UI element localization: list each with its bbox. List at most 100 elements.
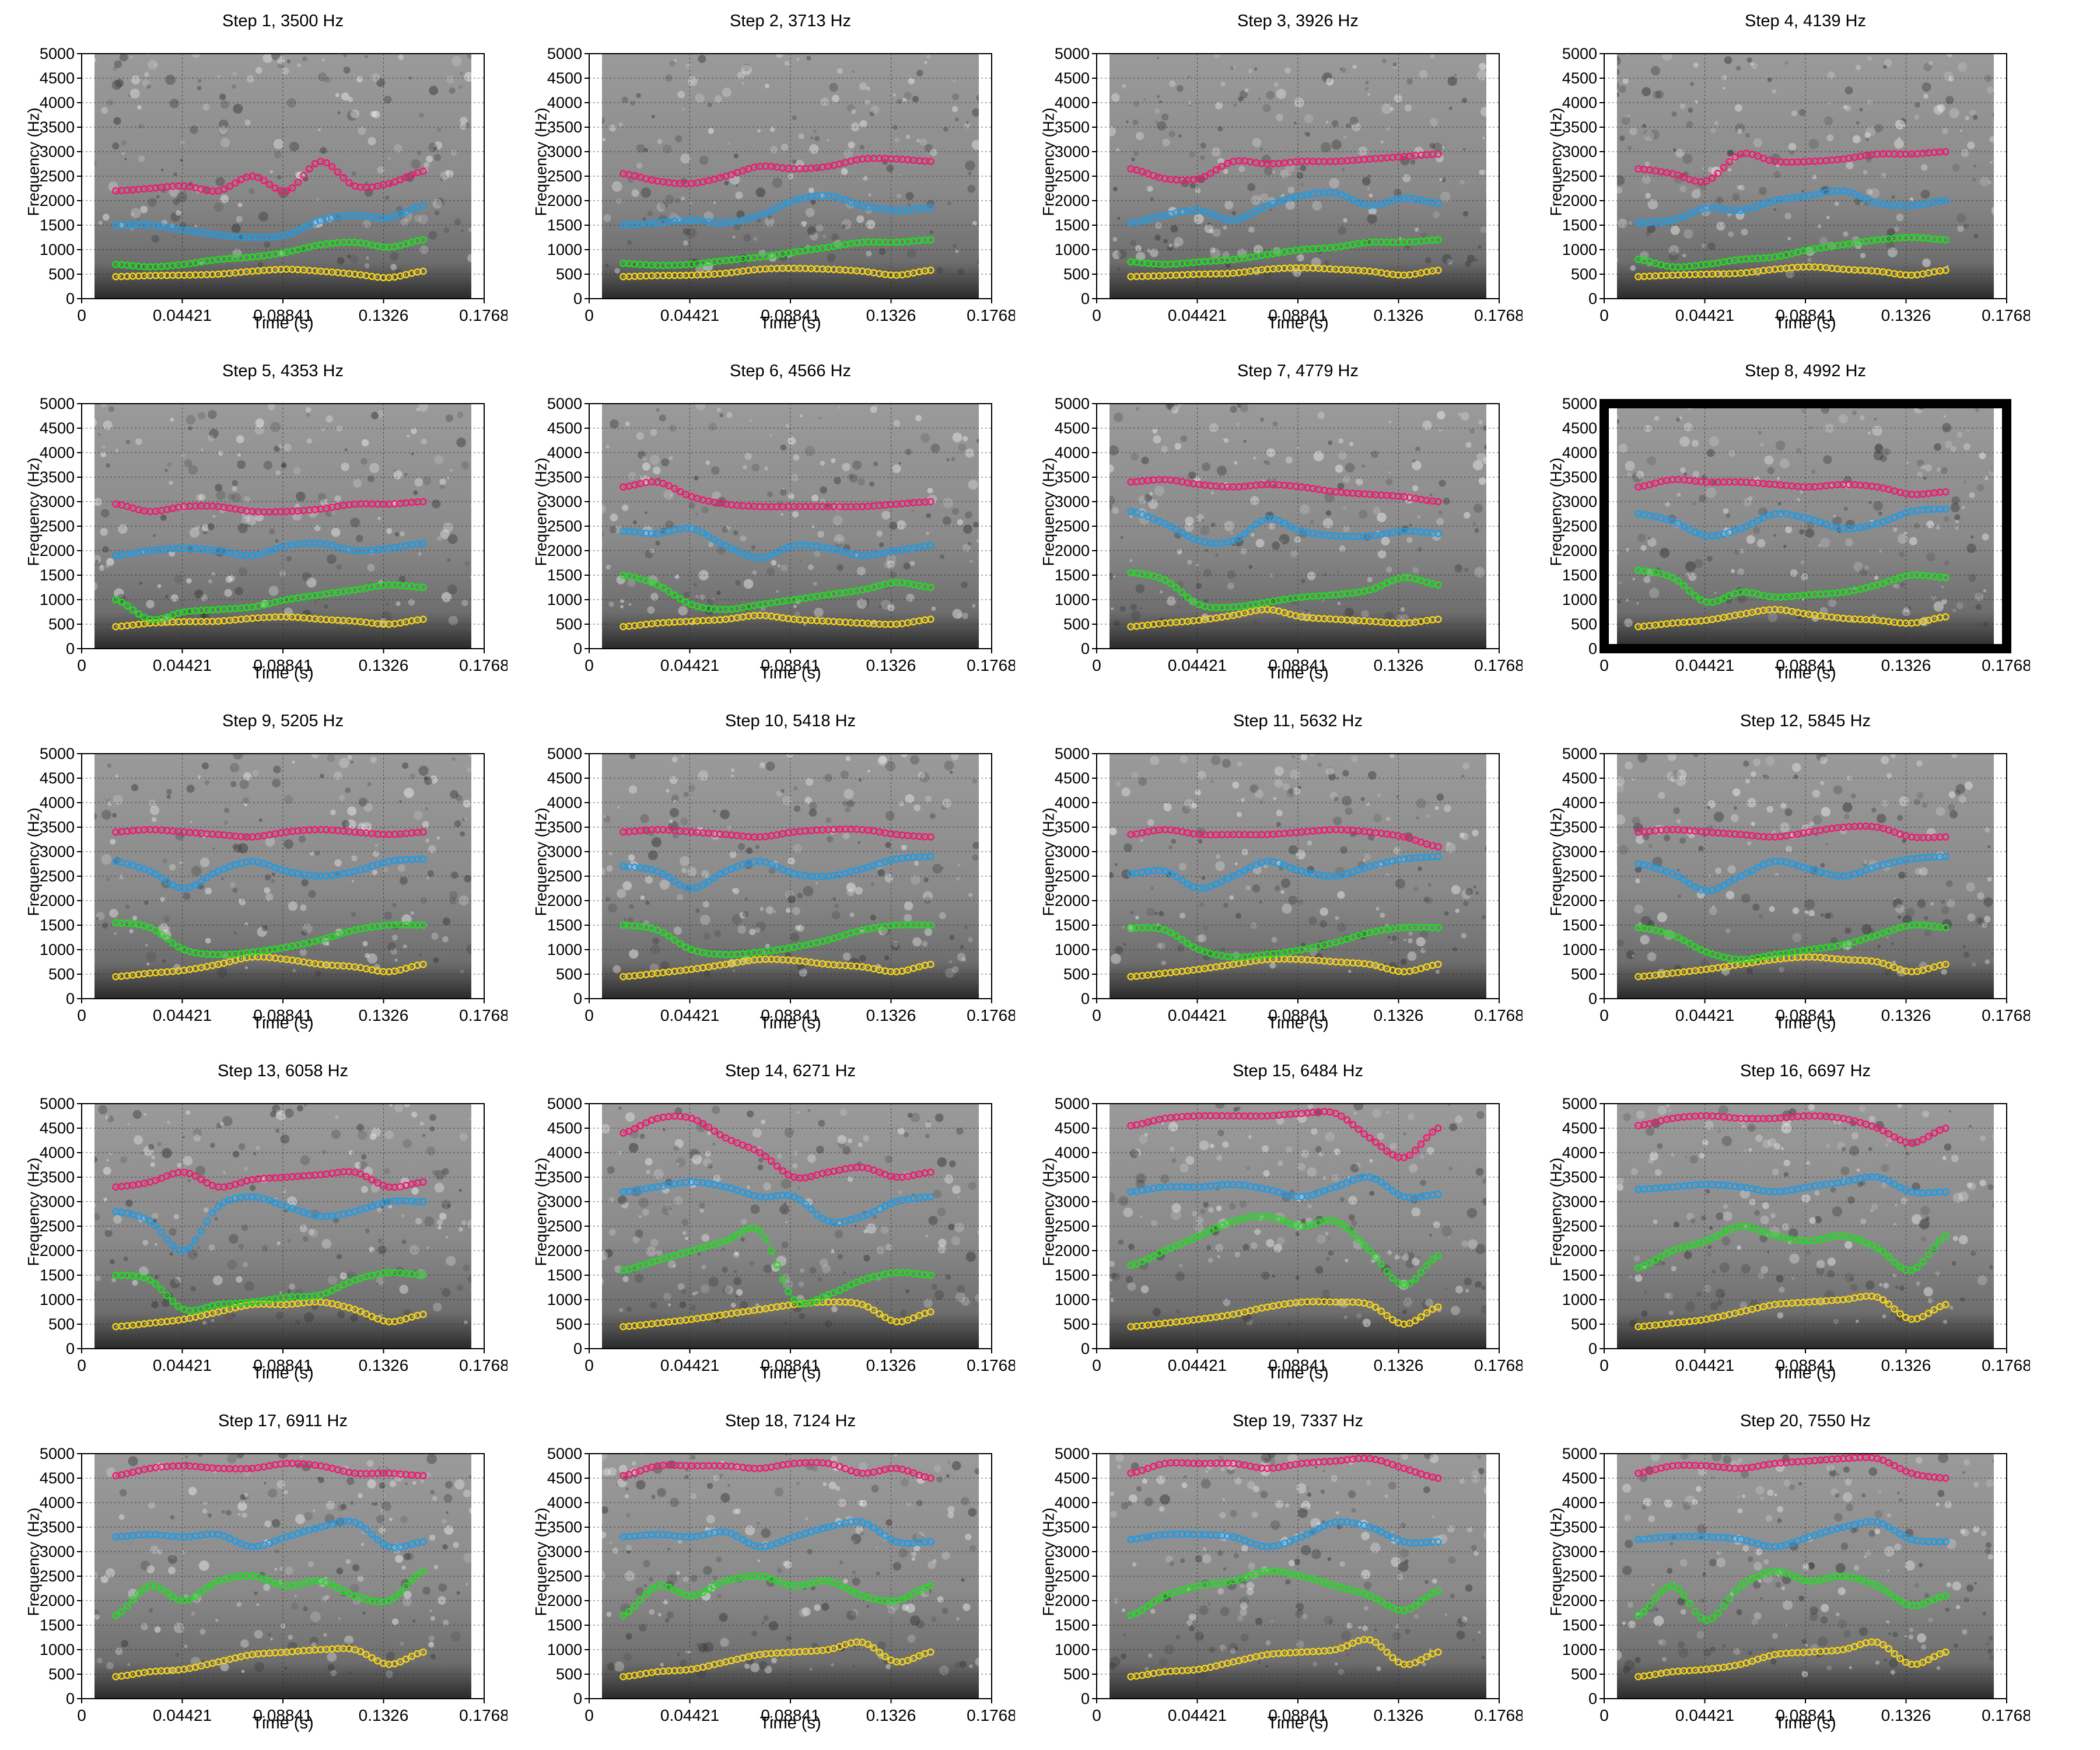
formant-point-F2	[1161, 1247, 1169, 1255]
formant-point-F4	[419, 828, 427, 836]
formant-point-F1	[402, 1656, 410, 1663]
spectrogram-texture	[82, 404, 484, 649]
y-tick-label: 5000	[1055, 395, 1090, 412]
panel-title: Step 5, 4353 Hz	[222, 362, 344, 380]
y-tick-label: 0	[573, 1340, 582, 1357]
y-tick-label: 0	[1081, 990, 1090, 1007]
x-tick-label: 0	[584, 1706, 594, 1724]
y-tick-label: 3000	[547, 143, 582, 160]
formant-point-F2	[927, 921, 935, 929]
formant-track-F2	[1638, 236, 1946, 268]
formant-point-F1	[1942, 960, 1950, 968]
formant-point-F1	[1874, 1639, 1881, 1646]
formant-point-F4	[362, 1172, 370, 1181]
panel-title: Step 2, 3713 Hz	[730, 12, 851, 30]
x-tick-label: 0	[1600, 1006, 1609, 1024]
formant-point-F2	[915, 1587, 923, 1594]
formant-point-F2	[699, 1588, 707, 1596]
x-tick-label: 0.1326	[866, 1006, 916, 1024]
formant-point-F1	[1919, 1312, 1927, 1321]
x-tick-label: 0	[77, 1706, 86, 1724]
formant-point-F1	[1366, 1301, 1374, 1308]
formant-point-F2	[152, 1583, 160, 1590]
formant-point-F2	[1133, 1609, 1140, 1617]
formant-point-F2	[323, 1289, 330, 1297]
formant-point-F4	[636, 1122, 645, 1130]
y-tick-label: 5000	[547, 395, 582, 412]
formant-point-F2	[1657, 1252, 1665, 1261]
y-tick-label: 2500	[40, 167, 75, 185]
y-tick-label: 500	[1571, 1665, 1597, 1683]
panel-title: Step 1, 3500 Hz	[222, 12, 344, 30]
formant-point-F2	[1144, 1255, 1152, 1263]
panel-plot: 0500100015002000250030003500400045005000…	[547, 1445, 1015, 1724]
y-axis-label: Frequency (Hz)	[532, 107, 550, 216]
x-tick-label: 0.1768	[1474, 1006, 1522, 1024]
formant-point-F3	[362, 1525, 370, 1533]
spectrogram-texture	[82, 754, 484, 999]
formant-point-F2	[927, 583, 935, 592]
panel-plot: 0500100015002000250030003500400045005000…	[1562, 1445, 2030, 1724]
x-tick-label: 0.1326	[359, 1006, 409, 1024]
formant-point-F2	[671, 1586, 678, 1594]
x-tick-label: 0.1326	[1374, 656, 1424, 674]
y-tick-label: 2000	[547, 1242, 582, 1259]
formant-point-F2	[653, 926, 662, 934]
formant-track-F2	[116, 239, 424, 268]
formant-point-F2	[1919, 1258, 1927, 1266]
formant-track-F4	[1130, 828, 1438, 848]
y-tick-label: 5000	[40, 1445, 75, 1462]
formant-point-F3	[1726, 878, 1733, 886]
x-tick-label: 0	[584, 306, 594, 324]
formant-point-F2	[1178, 1240, 1186, 1247]
x-tick-label: 0	[1600, 1356, 1609, 1374]
formant-track-F2	[1638, 923, 1946, 961]
formant-point-F2	[927, 236, 935, 244]
formant-point-F4	[1212, 166, 1220, 174]
formant-point-F2	[1924, 1598, 1933, 1606]
formant-point-F4	[1417, 1140, 1425, 1148]
formant-point-F3	[1742, 523, 1751, 530]
x-tick-label: 0	[584, 656, 594, 674]
formant-point-F2	[1686, 1600, 1693, 1607]
formant-point-F3	[1206, 209, 1214, 218]
formant-point-F4	[328, 163, 336, 170]
formant-point-F2	[419, 1567, 427, 1575]
formant-point-F3	[419, 1538, 427, 1546]
formant-point-F2	[636, 1596, 645, 1604]
formant-point-F2	[722, 1237, 730, 1245]
formant-point-F4	[220, 186, 228, 193]
formant-point-F3	[802, 1200, 810, 1208]
panel-title: Step 20, 7550 Hz	[1740, 1412, 1871, 1430]
formant-point-F3	[694, 526, 701, 534]
y-tick-label: 2500	[547, 167, 582, 185]
y-tick-label: 0	[1588, 290, 1597, 307]
formant-track-F3	[1130, 855, 1438, 890]
x-tick-label: 0.08841	[761, 306, 820, 324]
formant-point-F3	[146, 867, 154, 875]
formant-point-F2	[158, 930, 165, 938]
formant-track-F2	[623, 923, 931, 956]
y-axis-label: Frequency (Hz)	[532, 807, 550, 916]
formant-point-F2	[1389, 1274, 1396, 1282]
formant-point-F3	[927, 1538, 935, 1546]
y-tick-label: 5000	[547, 745, 582, 762]
formant-point-F3	[876, 1528, 883, 1536]
formant-point-F2	[203, 1584, 211, 1592]
formant-point-F3	[419, 202, 427, 209]
panel-plot: 0500100015002000250030003500400045005000…	[547, 45, 1015, 324]
formant-point-F3	[152, 1222, 160, 1230]
panel-title: Step 16, 6697 Hz	[1740, 1062, 1871, 1080]
formant-point-F3	[158, 874, 165, 881]
y-tick-label: 3500	[547, 1518, 582, 1536]
y-tick-label: 4500	[40, 69, 75, 87]
formant-point-F3	[1686, 210, 1693, 218]
panel-plot: 0500100015002000250030003500400045005000…	[1562, 1095, 2030, 1374]
formant-point-F2	[1862, 1239, 1870, 1247]
formant-point-F1	[1930, 1306, 1938, 1314]
y-tick-label: 500	[1063, 1665, 1090, 1683]
formant-point-F3	[710, 536, 718, 544]
formant-track-F1	[1638, 608, 1946, 628]
x-tick-label: 0.08841	[253, 1356, 312, 1374]
formant-point-F2	[328, 1581, 336, 1589]
